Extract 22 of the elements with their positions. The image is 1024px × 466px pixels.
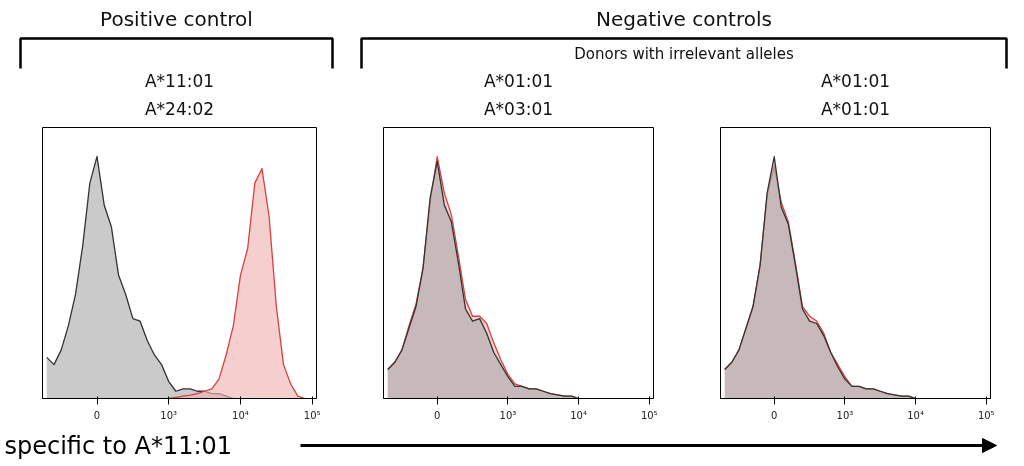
x-tick-label: 10³ — [160, 409, 178, 421]
x-tick-label: 0 — [93, 409, 101, 421]
chart-title: A*01:01 — [820, 70, 891, 91]
x-tick-label: 10⁴ — [570, 409, 587, 421]
x-axis-title: specific to A*11:01 — [4, 431, 233, 460]
x-tick-label: 10⁴ — [232, 409, 249, 421]
chart-title: A*11:01 — [144, 70, 215, 91]
x-tick-label: 0 — [434, 409, 441, 421]
text: Donors with irrelevant alleles — [574, 44, 794, 63]
text: Negative controls — [596, 6, 772, 31]
x-tick-label: 10³ — [836, 409, 854, 421]
x-tick-label: 0 — [771, 409, 778, 421]
x-tick-label: 10⁵ — [303, 409, 321, 421]
chart-title: A*01:01 — [483, 70, 554, 91]
text: Positive control — [100, 6, 253, 31]
chart-subtitle: A*01:01 — [820, 98, 891, 119]
x-tick-label: 10⁵ — [640, 409, 658, 421]
chart-subtitle: A*24:02 — [144, 98, 215, 119]
x-tick-label: 10⁵ — [977, 409, 995, 421]
x-tick-label: 10³ — [499, 409, 517, 421]
x-tick-label: 10⁴ — [907, 409, 924, 421]
chart-subtitle: A*03:01 — [483, 98, 554, 119]
